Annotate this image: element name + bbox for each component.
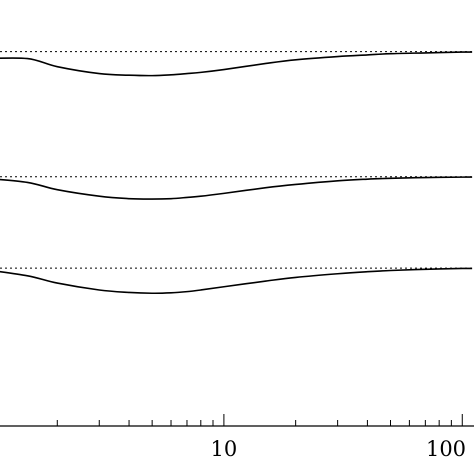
series-lines bbox=[0, 51, 473, 295]
x-tick-label-10: 10 bbox=[211, 437, 238, 461]
series-line-1 bbox=[0, 51, 473, 77]
asymptote-lines bbox=[0, 51, 474, 269]
x-axis-ticks: 10 100 bbox=[56, 414, 466, 461]
series-line-2 bbox=[0, 176, 473, 200]
x-tick-label-100: 100 bbox=[426, 437, 466, 461]
series-line-3 bbox=[0, 267, 473, 295]
